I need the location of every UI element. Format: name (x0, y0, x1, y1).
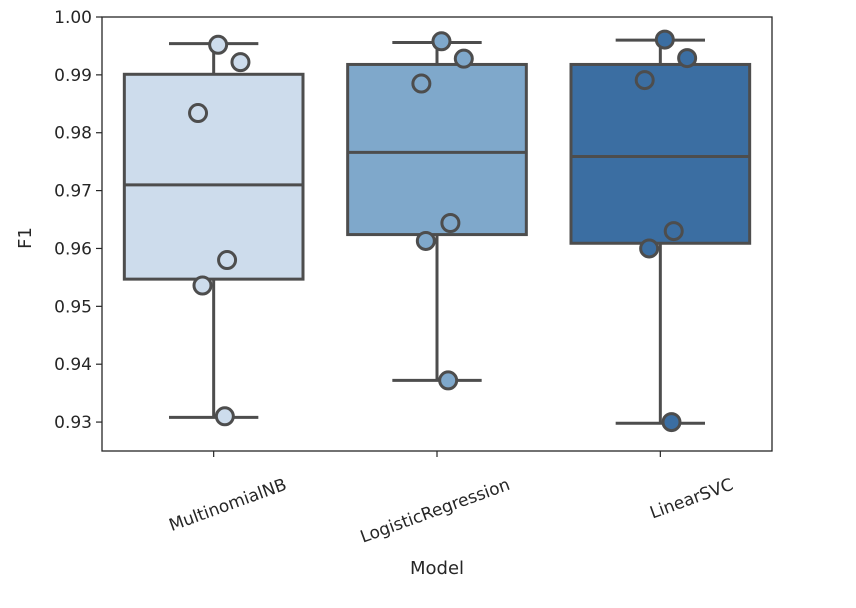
data-point (217, 250, 238, 271)
data-point (188, 103, 209, 124)
y-axis: 0.93 0.94 0.95 0.96 0.97 0.98 0.99 1.00 (54, 8, 102, 433)
iqr-box (122, 72, 305, 281)
x-tick-label: LinearSVC (647, 475, 736, 524)
iqr-box (569, 62, 752, 245)
x-axis: MultinomialNB LogisticRegression LinearSVC (166, 451, 736, 548)
data-point (634, 70, 655, 91)
data-point (192, 275, 213, 296)
box-group-1 (346, 31, 528, 391)
y-tick-label: 0.94 (54, 355, 92, 375)
data-point (654, 29, 675, 50)
y-tick-label: 0.95 (54, 297, 92, 317)
data-point (663, 221, 684, 242)
iqr-box (346, 62, 528, 237)
box-group-0 (122, 34, 305, 427)
y-tick-label: 0.96 (54, 239, 92, 259)
data-point (230, 52, 251, 73)
data-point (661, 412, 682, 433)
data-point (453, 48, 474, 69)
data-point (415, 230, 436, 251)
data-point (440, 213, 461, 234)
x-axis-title: Model (410, 558, 464, 579)
data-point (438, 370, 459, 391)
x-tick-label: MultinomialNB (166, 475, 289, 536)
box-group-2 (569, 29, 752, 433)
data-point (431, 31, 452, 52)
x-tick-label: LogisticRegression (358, 475, 513, 548)
data-point (677, 48, 698, 69)
data-point (411, 73, 432, 94)
y-tick-label: 0.98 (54, 124, 92, 144)
plot-area (122, 29, 752, 433)
data-point (208, 34, 229, 55)
data-point (639, 238, 660, 259)
y-tick-label: 0.97 (54, 182, 92, 202)
y-tick-label: 0.99 (54, 66, 92, 86)
y-tick-label: 1.00 (54, 8, 92, 28)
y-axis-title: F1 (15, 227, 36, 249)
data-point (214, 406, 235, 427)
y-tick-label: 0.93 (54, 413, 92, 433)
